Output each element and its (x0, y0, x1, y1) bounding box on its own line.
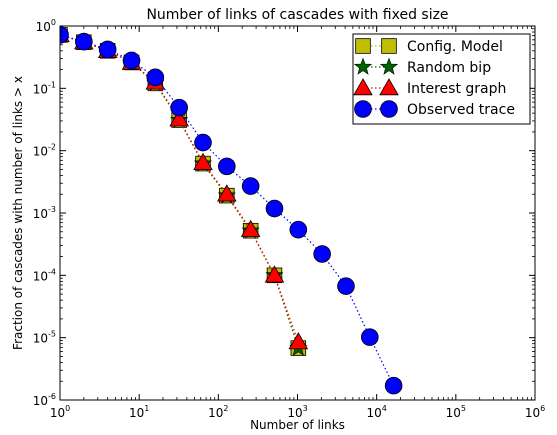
x-tick-base: 10 (208, 406, 223, 420)
y-tick-label: 10-4 (33, 267, 56, 283)
data-point (146, 68, 165, 87)
x-tick-base: 10 (525, 406, 540, 420)
y-tick-label: 10-6 (33, 392, 56, 408)
y-tick-base: 10 (33, 394, 48, 408)
x-tick-label: 100 (50, 404, 70, 420)
data-point (337, 277, 355, 295)
legend: Config. Model Random bip Interest graph Obs… (352, 33, 531, 125)
data-point (194, 133, 212, 152)
y-tick-label: 10-1 (33, 80, 56, 96)
y-axis-label: Fraction of cascades with number of link… (11, 76, 25, 350)
y-tick-base: 10 (33, 332, 48, 346)
legend-label: Observed trace (407, 102, 515, 118)
data-point (313, 245, 331, 263)
legend-marker (381, 38, 397, 54)
series-line (60, 34, 299, 349)
y-tick-exponent: -4 (48, 267, 56, 276)
y-tick-exponent: -2 (48, 143, 56, 152)
y-tick-label: 10-5 (33, 330, 56, 346)
data-point (217, 184, 237, 202)
data-point (264, 265, 285, 283)
legend-item: Observed trace (354, 100, 515, 118)
legend-marker (379, 57, 399, 75)
data-point (241, 177, 260, 195)
data-point (169, 109, 189, 127)
data-point (265, 199, 284, 218)
data-point (122, 51, 141, 70)
y-tick-exponent: -6 (48, 392, 56, 401)
x-tick-base: 10 (50, 406, 65, 420)
x-tick-base: 10 (287, 406, 302, 420)
x-tick-base: 10 (446, 406, 461, 420)
data-point (60, 26, 69, 44)
series-line (60, 34, 299, 349)
legend-item: Config. Model (355, 38, 503, 55)
series-star (60, 26, 308, 356)
series-line (60, 34, 395, 386)
x-tick-label: 102 (208, 404, 228, 420)
legend-item: Interest graph (353, 78, 506, 97)
x-tick-exponent: 3 (303, 404, 308, 413)
x-tick-label: 106 (525, 404, 545, 420)
y-tick-exponent: -1 (48, 80, 56, 89)
x-tick-label: 104 (366, 404, 386, 420)
data-point (98, 40, 117, 59)
data-point (288, 332, 309, 350)
data-point (361, 328, 379, 346)
x-tick-label: 101 (129, 404, 149, 420)
data-point (170, 98, 188, 117)
data-point (240, 219, 261, 237)
x-tick-base: 10 (366, 406, 381, 420)
legend-label: Interest graph (407, 81, 506, 97)
legend-marker (354, 100, 372, 118)
y-tick-base: 10 (33, 145, 48, 159)
x-tick-label: 105 (446, 404, 466, 420)
y-tick-base: 10 (33, 82, 48, 96)
x-tick-base: 10 (129, 406, 144, 420)
data-point (193, 152, 213, 170)
legend-label: Random bip (407, 60, 491, 76)
ticks-layer: 100 101 102 103 104 105 10610010-110-210-310-4… (33, 18, 545, 420)
legend-marker (355, 38, 371, 54)
series-line (60, 34, 299, 343)
data-point (218, 157, 236, 176)
chart-title: Number of links of cascades with fixed s… (146, 7, 448, 23)
x-tick-exponent: 5 (461, 404, 466, 413)
series-layer (60, 26, 403, 395)
y-tick-exponent: 0 (51, 18, 56, 27)
y-tick-base: 10 (33, 207, 48, 221)
data-point (75, 32, 93, 51)
y-tick-label: 10-3 (33, 205, 56, 221)
data-point (384, 376, 403, 395)
y-tick-label: 100 (36, 18, 56, 34)
series-square (60, 27, 307, 356)
series-circle (60, 26, 403, 395)
x-tick-exponent: 6 (540, 404, 545, 413)
legend-label: Config. Model (407, 39, 503, 55)
legend-marker (353, 78, 373, 96)
y-tick-exponent: -3 (48, 205, 56, 214)
x-tick-label: 103 (287, 404, 307, 420)
x-tick-exponent: 1 (144, 404, 149, 413)
data-point (289, 220, 308, 239)
x-axis-label: Number of links (250, 418, 345, 432)
legend-marker (353, 57, 373, 75)
x-tick-exponent: 2 (223, 404, 228, 413)
series-triangle (60, 26, 309, 350)
x-tick-exponent: 4 (382, 404, 387, 413)
legend-marker (379, 78, 399, 96)
y-tick-base: 10 (33, 269, 48, 283)
y-tick-exponent: -5 (48, 330, 56, 339)
legend-marker (380, 100, 398, 118)
y-tick-label: 10-2 (33, 143, 56, 159)
y-tick-base: 10 (36, 20, 51, 34)
x-tick-exponent: 0 (65, 404, 70, 413)
legend-item: Random bip (353, 57, 491, 76)
